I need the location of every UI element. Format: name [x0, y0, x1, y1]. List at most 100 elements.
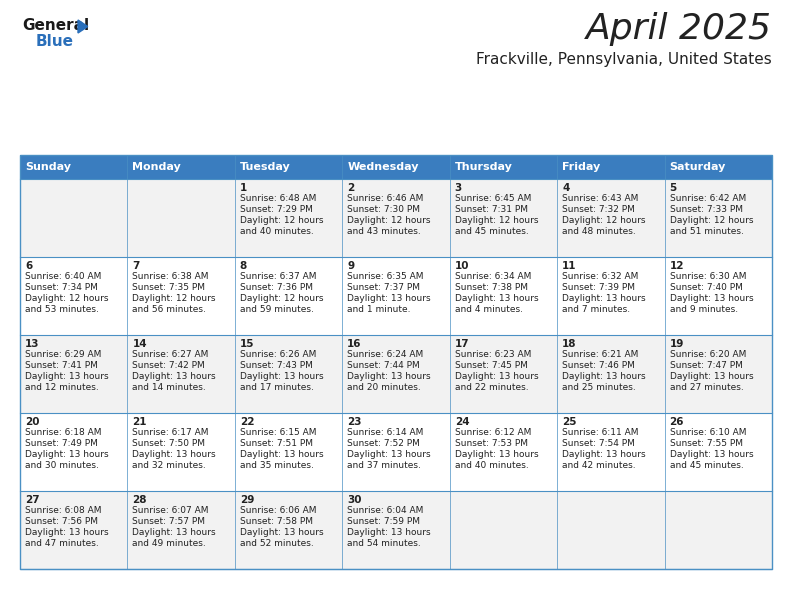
Text: Daylight: 12 hours: Daylight: 12 hours	[562, 216, 645, 225]
Bar	[235, 179, 342, 257]
Text: Sunset: 7:34 PM: Sunset: 7:34 PM	[25, 283, 98, 292]
Text: and 4 minutes.: and 4 minutes.	[455, 305, 523, 314]
Text: Daylight: 13 hours: Daylight: 13 hours	[562, 294, 645, 303]
Text: 13: 13	[25, 339, 40, 349]
Bar	[664, 413, 772, 491]
Bar	[342, 257, 450, 335]
Text: Daylight: 12 hours: Daylight: 12 hours	[240, 294, 323, 303]
Text: 30: 30	[347, 495, 362, 505]
Text: 7: 7	[132, 261, 140, 271]
Text: 12: 12	[669, 261, 684, 271]
Text: and 9 minutes.: and 9 minutes.	[669, 305, 737, 314]
Text: Wednesday: Wednesday	[347, 162, 419, 172]
Text: Sunrise: 6:40 AM: Sunrise: 6:40 AM	[25, 272, 101, 281]
Text: Daylight: 13 hours: Daylight: 13 hours	[669, 294, 753, 303]
Text: 9: 9	[347, 261, 354, 271]
Text: Sunrise: 6:43 AM: Sunrise: 6:43 AM	[562, 194, 638, 203]
Text: Sunset: 7:29 PM: Sunset: 7:29 PM	[240, 205, 313, 214]
Text: Sunrise: 6:48 AM: Sunrise: 6:48 AM	[240, 194, 316, 203]
Text: Sunset: 7:36 PM: Sunset: 7:36 PM	[240, 283, 313, 292]
Text: Sunrise: 6:32 AM: Sunrise: 6:32 AM	[562, 272, 638, 281]
Text: and 43 minutes.: and 43 minutes.	[347, 227, 421, 236]
Bar	[20, 257, 128, 335]
Text: Daylight: 12 hours: Daylight: 12 hours	[669, 216, 753, 225]
Text: Daylight: 13 hours: Daylight: 13 hours	[562, 372, 645, 381]
Text: Sunrise: 6:17 AM: Sunrise: 6:17 AM	[132, 428, 209, 437]
Text: Sunset: 7:37 PM: Sunset: 7:37 PM	[347, 283, 421, 292]
Text: Sunset: 7:54 PM: Sunset: 7:54 PM	[562, 439, 635, 448]
Text: 19: 19	[669, 339, 684, 349]
Text: Sunrise: 6:26 AM: Sunrise: 6:26 AM	[240, 350, 316, 359]
Bar	[664, 491, 772, 569]
Text: and 59 minutes.: and 59 minutes.	[240, 305, 314, 314]
Bar	[128, 179, 235, 257]
Text: Daylight: 12 hours: Daylight: 12 hours	[132, 294, 216, 303]
Text: Friday: Friday	[562, 162, 600, 172]
Bar	[557, 155, 664, 179]
Text: 10: 10	[455, 261, 469, 271]
Bar	[20, 155, 772, 569]
Text: Daylight: 13 hours: Daylight: 13 hours	[240, 372, 323, 381]
Text: Sunrise: 6:37 AM: Sunrise: 6:37 AM	[240, 272, 316, 281]
Text: Sunset: 7:50 PM: Sunset: 7:50 PM	[132, 439, 205, 448]
Text: 29: 29	[240, 495, 254, 505]
Bar	[450, 335, 557, 413]
Text: Sunrise: 6:15 AM: Sunrise: 6:15 AM	[240, 428, 316, 437]
Polygon shape	[78, 20, 88, 33]
Text: Daylight: 13 hours: Daylight: 13 hours	[132, 372, 216, 381]
Text: Sunset: 7:45 PM: Sunset: 7:45 PM	[455, 361, 527, 370]
Bar	[342, 179, 450, 257]
Text: and 12 minutes.: and 12 minutes.	[25, 383, 99, 392]
Text: Sunset: 7:49 PM: Sunset: 7:49 PM	[25, 439, 98, 448]
Text: 5: 5	[669, 183, 677, 193]
Text: Daylight: 13 hours: Daylight: 13 hours	[240, 528, 323, 537]
Text: Sunrise: 6:24 AM: Sunrise: 6:24 AM	[347, 350, 424, 359]
Text: 15: 15	[240, 339, 254, 349]
Bar	[20, 179, 128, 257]
Text: Sunset: 7:40 PM: Sunset: 7:40 PM	[669, 283, 742, 292]
Text: Sunset: 7:31 PM: Sunset: 7:31 PM	[455, 205, 527, 214]
Text: Sunset: 7:41 PM: Sunset: 7:41 PM	[25, 361, 98, 370]
Text: Sunrise: 6:11 AM: Sunrise: 6:11 AM	[562, 428, 638, 437]
Text: Daylight: 13 hours: Daylight: 13 hours	[455, 294, 539, 303]
Bar	[128, 335, 235, 413]
Text: Sunset: 7:59 PM: Sunset: 7:59 PM	[347, 517, 421, 526]
Text: Sunset: 7:57 PM: Sunset: 7:57 PM	[132, 517, 205, 526]
Text: 23: 23	[347, 417, 362, 427]
Bar	[128, 257, 235, 335]
Bar	[342, 491, 450, 569]
Text: and 49 minutes.: and 49 minutes.	[132, 539, 206, 548]
Text: Sunrise: 6:10 AM: Sunrise: 6:10 AM	[669, 428, 746, 437]
Text: Sunrise: 6:42 AM: Sunrise: 6:42 AM	[669, 194, 746, 203]
Text: 20: 20	[25, 417, 40, 427]
Text: and 40 minutes.: and 40 minutes.	[455, 461, 528, 470]
Text: Daylight: 13 hours: Daylight: 13 hours	[669, 372, 753, 381]
Text: Sunset: 7:38 PM: Sunset: 7:38 PM	[455, 283, 527, 292]
Text: Daylight: 13 hours: Daylight: 13 hours	[240, 450, 323, 459]
Text: and 42 minutes.: and 42 minutes.	[562, 461, 636, 470]
Text: Sunrise: 6:27 AM: Sunrise: 6:27 AM	[132, 350, 209, 359]
Bar	[235, 335, 342, 413]
Bar	[342, 155, 450, 179]
Text: and 22 minutes.: and 22 minutes.	[455, 383, 528, 392]
Text: Daylight: 13 hours: Daylight: 13 hours	[25, 528, 109, 537]
Text: Tuesday: Tuesday	[240, 162, 291, 172]
Text: Sunset: 7:52 PM: Sunset: 7:52 PM	[347, 439, 421, 448]
Text: April 2025: April 2025	[586, 12, 772, 46]
Bar	[557, 491, 664, 569]
Text: General: General	[22, 18, 89, 33]
Text: and 48 minutes.: and 48 minutes.	[562, 227, 636, 236]
Text: and 32 minutes.: and 32 minutes.	[132, 461, 206, 470]
Bar	[235, 155, 342, 179]
Text: Frackville, Pennsylvania, United States: Frackville, Pennsylvania, United States	[476, 52, 772, 67]
Text: and 37 minutes.: and 37 minutes.	[347, 461, 421, 470]
Text: 25: 25	[562, 417, 577, 427]
Text: Daylight: 12 hours: Daylight: 12 hours	[25, 294, 109, 303]
Text: Sunset: 7:51 PM: Sunset: 7:51 PM	[240, 439, 313, 448]
Text: and 20 minutes.: and 20 minutes.	[347, 383, 421, 392]
Text: Sunrise: 6:14 AM: Sunrise: 6:14 AM	[347, 428, 424, 437]
Text: 1: 1	[240, 183, 247, 193]
Text: 26: 26	[669, 417, 684, 427]
Bar	[342, 335, 450, 413]
Text: Sunset: 7:55 PM: Sunset: 7:55 PM	[669, 439, 743, 448]
